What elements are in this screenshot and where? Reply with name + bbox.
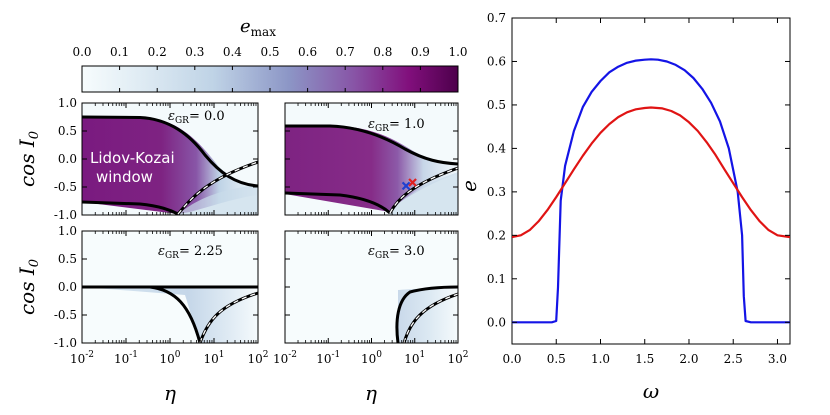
annotation-lk-line2: window (96, 168, 153, 186)
colorbar-tick-label: 0.8 (373, 45, 392, 59)
colorbar-tick-label: 0.1 (110, 45, 129, 59)
line-y-tick-label: 0.5 (487, 98, 506, 112)
y-tick-label: -0.5 (54, 308, 77, 322)
region-c (82, 287, 258, 343)
line-ylabel: e (457, 180, 481, 192)
lk-window-region-b (285, 126, 458, 212)
line-x-tick-label: 1.0 (591, 352, 610, 366)
panel-eps-0: εGR= 0.0 Lidov-Kozai window (81, 102, 259, 216)
lower-wedge-a (178, 185, 258, 215)
line-x-tick-label: 2.0 (679, 352, 698, 366)
line-y-tick-label: 0.6 (487, 54, 506, 68)
line-y-tick-label: 0.1 (487, 272, 506, 286)
y-tick-label: -0.5 (54, 180, 77, 194)
y-tick-label: 0.5 (58, 252, 77, 266)
line-x-tick-label: 2.5 (724, 352, 743, 366)
eps-label-a: εGR= 0.0 (168, 109, 225, 126)
eps-label-c: εGR= 2.25 (158, 244, 223, 261)
x-tick-label: 100 (361, 350, 382, 366)
colorbar-tick-label: 0.6 (298, 45, 317, 59)
boundary-cusp-c (149, 285, 202, 343)
colorbar-ticks: 0.0 0.1 0.2 0.3 0.4 0.5 0.6 0.7 0.8 0.9 1.0 (72, 45, 468, 92)
x-tick-label: 10-1 (114, 350, 138, 366)
lk-window-region-a (82, 117, 258, 214)
dashed-curve-b (389, 167, 458, 214)
ylabel-bottom: cos I0 (15, 259, 42, 315)
x-tick-label: 102 (447, 350, 468, 366)
x-tick-label: 10-1 (316, 350, 340, 366)
x-tick-label: 101 (404, 350, 425, 366)
colorbar-gradient (81, 65, 459, 93)
panel-eps-2-25: εGR= 2.25 (81, 230, 259, 344)
colorbar-tick-label: 0.9 (411, 45, 430, 59)
grid-axes: 1.00.50.0-0.5-1.010-2 10-1 100 101 1021.00.5… (54, 96, 469, 366)
eps-label-b: εGR= 1.0 (368, 117, 425, 134)
colorbar: emax 0.0 0.1 0.2 0.3 0.4 0.5 0.6 0.7 0.8 0.9 1.0 (72, 16, 468, 93)
line-y-tick-label: 0.2 (487, 228, 506, 242)
y-tick-label: -1.0 (54, 208, 77, 222)
line-y-tick-label: 0.3 (487, 185, 506, 199)
ylabel-top: cos I0 (15, 131, 42, 187)
x-tick-label: 102 (247, 350, 268, 366)
line-y-tick-label: 0.0 (487, 315, 506, 329)
y-tick-label: 1.0 (58, 96, 77, 110)
dashed-curve-a (177, 161, 258, 215)
colorbar-tick-label: 0.5 (260, 45, 279, 59)
annotation-lk-line1: Lidov-Kozai (90, 149, 175, 167)
line-x-tick-label: 0.5 (547, 352, 566, 366)
colorbar-tick-label: 0.3 (185, 45, 204, 59)
line-plot-frame (511, 17, 791, 345)
line-y-tick-label: 0.4 (487, 141, 506, 155)
colorbar-tick-label: 0.7 (336, 45, 355, 59)
panel-eps-1: εGR= 1.0 (284, 102, 459, 216)
y-tick-label: 0.5 (58, 124, 77, 138)
boundary-lower-b (285, 191, 392, 215)
x-tick-label: 10-2 (70, 350, 94, 366)
line-xlabel: ω (643, 379, 659, 403)
y-tick-label: 1.0 (58, 224, 77, 238)
line-x-tick-label: 3.0 (768, 352, 787, 366)
boundary-upper-b (285, 124, 458, 166)
dashed-curve-d (403, 293, 458, 343)
y-tick-label: -1.0 (54, 336, 77, 350)
boundary-lower-a (82, 200, 179, 215)
colorbar-label: emax (240, 16, 276, 39)
colorbar-tick-label: 0.0 (72, 45, 91, 59)
boundary-right-c (198, 291, 258, 343)
lower-wedge-b (390, 172, 458, 215)
line-axes: 0.0 0.5 1.0 1.5 2.0 2.5 3.0 0.0 0.1 0.2 0.3 0.4 0.5 0… (487, 11, 790, 366)
x-tick-label: 10-2 (273, 350, 297, 366)
boundary-upper-a (82, 115, 258, 188)
line-plot: 0.0 0.5 1.0 1.5 2.0 2.5 3.0 0.0 0.1 0.2 0.3 0.4 0.5 0… (457, 11, 791, 403)
y-tick-label: 0.0 (58, 280, 77, 294)
panel-eps-3: εGR= 3.0 (284, 230, 459, 344)
x-tick-label: 100 (159, 350, 180, 366)
line-series (512, 58, 790, 324)
line-x-tick-label: 0.0 (502, 352, 521, 366)
series-line-red (512, 106, 790, 239)
marker-x (401, 181, 411, 191)
line-x-tick-label: 1.5 (635, 352, 654, 366)
xlabel-left: η (164, 381, 176, 405)
colorbar-tick-label: 1.0 (448, 45, 467, 59)
eps-label-d: εGR= 3.0 (368, 244, 425, 261)
markers-b (401, 178, 417, 191)
x-tick-label: 101 (203, 350, 224, 366)
colorbar-tick-label: 0.4 (223, 45, 242, 59)
line-y-tick-label: 0.7 (487, 11, 506, 25)
y-tick-label: 0.0 (58, 152, 77, 166)
marker-x (408, 178, 417, 187)
colorbar-tick-label: 0.2 (148, 45, 167, 59)
boundary-upper-d (395, 285, 458, 343)
xlabel-middle: η (365, 381, 377, 405)
